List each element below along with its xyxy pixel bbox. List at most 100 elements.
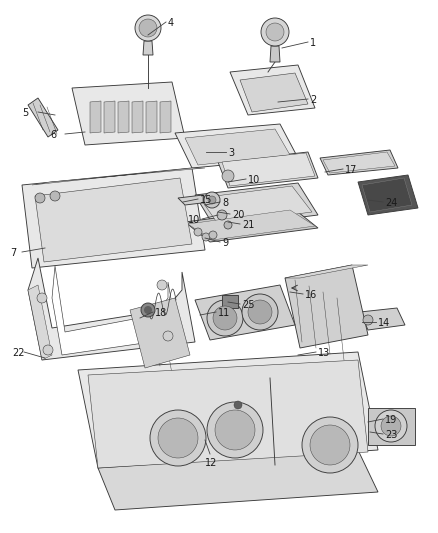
Text: 11: 11 bbox=[218, 308, 230, 318]
Polygon shape bbox=[270, 46, 280, 62]
Polygon shape bbox=[358, 175, 418, 215]
Circle shape bbox=[144, 306, 152, 314]
Text: 14: 14 bbox=[378, 318, 390, 328]
Circle shape bbox=[37, 293, 47, 303]
Circle shape bbox=[207, 402, 263, 458]
Polygon shape bbox=[143, 41, 153, 55]
Circle shape bbox=[242, 294, 278, 330]
Polygon shape bbox=[178, 195, 210, 205]
Text: 7: 7 bbox=[10, 248, 16, 258]
Polygon shape bbox=[240, 73, 308, 112]
Circle shape bbox=[209, 231, 217, 239]
Polygon shape bbox=[28, 258, 195, 360]
Circle shape bbox=[224, 221, 232, 229]
Circle shape bbox=[141, 303, 155, 317]
Circle shape bbox=[204, 192, 220, 208]
Polygon shape bbox=[88, 360, 368, 468]
Text: 12: 12 bbox=[205, 458, 217, 468]
Circle shape bbox=[261, 18, 289, 46]
Circle shape bbox=[208, 196, 216, 204]
Circle shape bbox=[217, 210, 227, 220]
Polygon shape bbox=[285, 265, 368, 348]
Polygon shape bbox=[230, 65, 315, 115]
Polygon shape bbox=[285, 265, 368, 278]
Text: 20: 20 bbox=[232, 210, 244, 220]
Polygon shape bbox=[28, 98, 58, 137]
Polygon shape bbox=[360, 308, 405, 330]
Text: 19: 19 bbox=[385, 415, 397, 425]
Circle shape bbox=[35, 193, 45, 203]
Polygon shape bbox=[52, 266, 178, 355]
Text: 2: 2 bbox=[310, 95, 316, 105]
Text: 18: 18 bbox=[155, 308, 167, 318]
Polygon shape bbox=[78, 352, 378, 468]
Text: 16: 16 bbox=[305, 290, 317, 300]
Text: 10: 10 bbox=[188, 215, 200, 225]
Polygon shape bbox=[222, 295, 238, 308]
Polygon shape bbox=[146, 101, 157, 133]
Circle shape bbox=[158, 418, 198, 458]
Circle shape bbox=[310, 425, 350, 465]
Polygon shape bbox=[90, 101, 101, 133]
Polygon shape bbox=[104, 101, 115, 133]
Text: 24: 24 bbox=[385, 198, 397, 208]
Text: 1: 1 bbox=[310, 38, 316, 48]
Polygon shape bbox=[175, 124, 298, 168]
Polygon shape bbox=[118, 101, 129, 133]
Polygon shape bbox=[222, 153, 315, 186]
Text: 10: 10 bbox=[248, 175, 260, 185]
Circle shape bbox=[375, 410, 407, 442]
Circle shape bbox=[202, 233, 210, 241]
Text: 5: 5 bbox=[22, 108, 28, 118]
Circle shape bbox=[222, 170, 234, 182]
Text: 6: 6 bbox=[50, 130, 56, 140]
Circle shape bbox=[213, 306, 237, 330]
Text: 4: 4 bbox=[168, 18, 174, 28]
Text: 3: 3 bbox=[228, 148, 234, 158]
Text: 8: 8 bbox=[222, 198, 228, 208]
Polygon shape bbox=[218, 152, 318, 188]
Polygon shape bbox=[35, 178, 192, 262]
Circle shape bbox=[150, 410, 206, 466]
Circle shape bbox=[139, 19, 157, 37]
Circle shape bbox=[266, 23, 284, 41]
Polygon shape bbox=[185, 208, 318, 242]
Polygon shape bbox=[362, 178, 412, 212]
Polygon shape bbox=[130, 298, 190, 368]
Circle shape bbox=[381, 416, 401, 436]
Polygon shape bbox=[320, 150, 398, 175]
Circle shape bbox=[43, 345, 53, 355]
Circle shape bbox=[363, 315, 373, 325]
Polygon shape bbox=[72, 82, 185, 145]
Text: 17: 17 bbox=[345, 165, 357, 175]
Polygon shape bbox=[132, 101, 143, 133]
Text: 9: 9 bbox=[222, 238, 228, 248]
Polygon shape bbox=[160, 101, 171, 133]
Circle shape bbox=[194, 228, 202, 236]
Text: 23: 23 bbox=[385, 430, 397, 440]
Polygon shape bbox=[28, 285, 52, 360]
Circle shape bbox=[207, 300, 243, 336]
Text: 15: 15 bbox=[200, 195, 212, 205]
Circle shape bbox=[157, 280, 167, 290]
Polygon shape bbox=[195, 285, 295, 340]
Text: 22: 22 bbox=[12, 348, 25, 358]
Circle shape bbox=[163, 331, 173, 341]
Polygon shape bbox=[22, 168, 205, 268]
Text: 21: 21 bbox=[242, 220, 254, 230]
Polygon shape bbox=[323, 152, 395, 173]
Polygon shape bbox=[200, 186, 312, 224]
Polygon shape bbox=[188, 210, 315, 240]
Polygon shape bbox=[98, 450, 378, 510]
Circle shape bbox=[50, 191, 60, 201]
Text: 13: 13 bbox=[318, 348, 330, 358]
Circle shape bbox=[248, 300, 272, 324]
Polygon shape bbox=[32, 168, 205, 185]
Polygon shape bbox=[185, 129, 290, 165]
Circle shape bbox=[302, 417, 358, 473]
Text: 25: 25 bbox=[242, 300, 254, 310]
Polygon shape bbox=[368, 408, 415, 445]
Circle shape bbox=[215, 410, 255, 450]
Polygon shape bbox=[195, 183, 318, 228]
Circle shape bbox=[135, 15, 161, 41]
